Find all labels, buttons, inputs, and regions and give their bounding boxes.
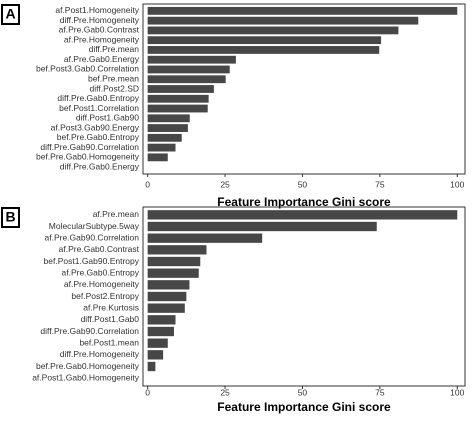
bar: [147, 280, 190, 290]
y-tick-label: diff.Pre.Homogeneity: [60, 349, 140, 359]
y-tick-label: af.Pre.Gab0.Energy: [64, 54, 140, 64]
bar: [147, 16, 419, 25]
x-tick-label: 25: [220, 179, 230, 189]
y-tick-label: af.Pre.Gab0.Contrast: [59, 25, 140, 35]
y-tick-label: af.Post1.Homogeneity: [55, 5, 139, 15]
bar: [147, 94, 209, 103]
bar: [147, 46, 380, 54]
bar: [147, 85, 214, 93]
bar: [147, 291, 187, 302]
bar: [147, 315, 176, 325]
panel-label-box: [1, 207, 20, 228]
y-tick-label: bef.Post1.mean: [79, 337, 139, 347]
bar: [147, 326, 174, 337]
y-tick-label: af.Post3.Gab90.Energy: [51, 122, 140, 132]
y-tick-label: diff.Pre.Gab90.Correlation: [40, 142, 139, 152]
x-axis-label: Feature Importance Gini score: [217, 195, 391, 209]
x-tick-label: 25: [220, 387, 230, 397]
bar: [147, 114, 190, 123]
x-axis-label: Feature Importance Gini score: [217, 400, 391, 414]
y-tick-label: bef.Post1.Correlation: [59, 103, 139, 113]
bar: [147, 361, 156, 372]
y-tick-label: af.Pre.Gab0.Entropy: [62, 267, 140, 277]
bar: [147, 133, 182, 142]
x-tick-label: 0: [145, 387, 150, 397]
y-tick-label: bef.Pre.Gab0.Homogeneity: [36, 152, 140, 162]
bar: [147, 26, 399, 35]
x-tick-label: 50: [298, 179, 308, 189]
x-tick-label: 75: [375, 387, 385, 397]
y-tick-label: diff.Pre.Gab0.Energy: [60, 161, 140, 171]
y-tick-label: bef.Post1.Gab90.Entropy: [44, 256, 140, 266]
bar: [147, 221, 377, 232]
y-tick-label: diff.Pre.Gab90.Correlation: [40, 326, 139, 336]
plot-border: [142, 206, 466, 387]
plot-border: [142, 3, 466, 175]
y-tick-label: diff.Post1.Gab0: [81, 314, 140, 324]
x-tick-label: 50: [298, 387, 308, 397]
bar: [147, 350, 164, 360]
y-tick-label: bef.Post3.Gab0.Correlation: [36, 64, 139, 74]
bar: [147, 233, 263, 243]
y-tick-label: af.Post1.Gab0.Homogeneity: [32, 372, 140, 382]
bar: [147, 143, 176, 152]
y-tick-label: diff.Pre.Gab0.Entropy: [57, 93, 139, 103]
bar: [147, 75, 226, 84]
y-tick-label: af.Pre.Kurtosis: [83, 302, 139, 312]
x-tick-label: 0: [145, 179, 150, 189]
y-tick-label: MolecularSubtype.5way: [49, 221, 140, 231]
panel-label: A: [5, 6, 15, 22]
y-tick-label: diff.Pre.mean: [89, 44, 140, 54]
bar: [147, 268, 199, 278]
bar: [147, 65, 230, 74]
bar: [147, 55, 236, 64]
bar: [147, 256, 201, 267]
bar: [147, 124, 188, 132]
y-tick-label: bef.Pre.Gab0.Entropy: [57, 132, 140, 142]
bar: [147, 245, 207, 255]
y-tick-label: diff.Post2.SD: [90, 83, 139, 93]
y-tick-label: bef.Pre.mean: [88, 73, 139, 83]
y-tick-label: af.Pre.Homogeneity: [64, 279, 140, 289]
y-tick-label: bef.Pre.Gab0.Homogeneity: [36, 361, 140, 371]
panel-label: B: [5, 209, 15, 225]
bar: [147, 338, 168, 348]
panel-label-box: [1, 4, 20, 25]
bar: [147, 104, 208, 113]
y-tick-label: af.Pre.Homogeneity: [64, 34, 140, 44]
x-tick-label: 100: [450, 179, 464, 189]
bar: [147, 153, 168, 162]
bar: [147, 303, 185, 313]
y-tick-label: diff.Post1.Gab90: [76, 113, 139, 123]
x-tick-label: 75: [375, 179, 385, 189]
y-tick-label: diff.Pre.Homogeneity: [60, 15, 140, 25]
bar: [147, 36, 382, 45]
y-tick-label: af.Pre.Gab0.Contrast: [59, 244, 140, 254]
y-tick-label: bef.Post2.Entropy: [71, 291, 139, 301]
y-tick-label: af.Pre.Gab90.Correlation: [45, 232, 140, 242]
y-tick-label: af.Pre.mean: [93, 209, 140, 219]
bar: [147, 210, 458, 220]
bar: [147, 6, 458, 15]
x-tick-label: 100: [450, 387, 464, 397]
